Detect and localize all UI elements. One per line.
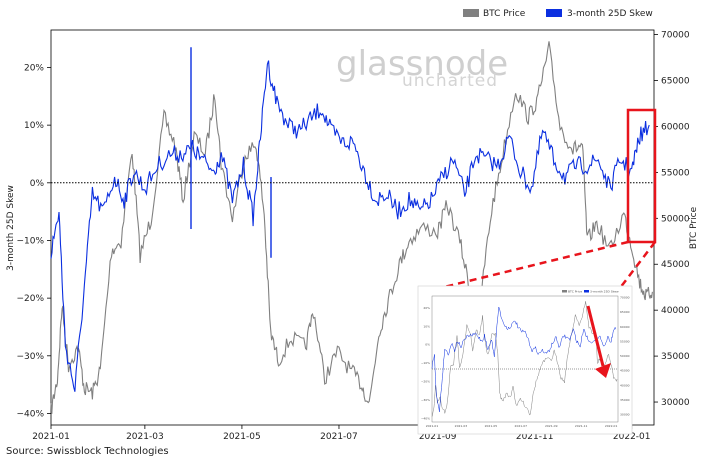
inset-legend-swatch-skew bbox=[584, 290, 589, 293]
inset-x-tick-label: 2021-11 bbox=[575, 424, 588, 428]
y2-tick-label: 50000 bbox=[661, 214, 690, 224]
inset-y2-tick-label: 30000 bbox=[620, 413, 630, 417]
inset-line-skew bbox=[431, 306, 617, 412]
legend: BTC Price 3-month 25D Skew bbox=[463, 9, 653, 19]
inset-x-tick-label: 2021-07 bbox=[515, 424, 528, 428]
inset-arrow-head bbox=[595, 363, 611, 378]
y-tick-label: −20% bbox=[16, 294, 44, 304]
inset-legend-label-skew: 3-month 25D Skew bbox=[590, 290, 619, 294]
inset-x-tick-label: 2021-09 bbox=[545, 424, 558, 428]
inset-y-tick-label: 20% bbox=[423, 306, 430, 310]
inset-x-tick-label: 2021-01 bbox=[426, 424, 439, 428]
y2-tick-label: 55000 bbox=[661, 168, 690, 178]
y-tick-label: −40% bbox=[16, 409, 44, 419]
inset-y2-tick-label: 40000 bbox=[620, 383, 630, 387]
source-note: Source: Swissblock Technologies bbox=[6, 446, 169, 457]
x-axis: 2021-01 2021-03 2021-05 2021-07 2021-09 2021-… bbox=[32, 425, 651, 442]
y2-tick-label: 30000 bbox=[661, 398, 690, 408]
inset-y-tick-label: −10% bbox=[421, 361, 430, 365]
inset-legend-label-btc: BTC Price bbox=[568, 290, 582, 294]
y-tick-label: 20% bbox=[24, 63, 44, 73]
y-tick-label: −30% bbox=[16, 352, 44, 362]
inset-y2-tick-label: 65000 bbox=[620, 310, 630, 314]
y-axis-left: 20% 10% 0% −10% −20% −30% −40% bbox=[16, 63, 51, 419]
x-tick-label: 2021-05 bbox=[223, 432, 261, 442]
inset-y2-tick-label: 50000 bbox=[620, 354, 630, 358]
y2-tick-label: 45000 bbox=[661, 260, 690, 270]
x-tick-label: 2021-03 bbox=[126, 432, 164, 442]
inset-line-btc-price bbox=[431, 301, 618, 417]
y2-tick-label: 35000 bbox=[661, 352, 690, 362]
x-tick-label: 2021-07 bbox=[320, 432, 358, 442]
inset-y-tick-label: −30% bbox=[421, 398, 430, 402]
y-tick-label: 10% bbox=[24, 121, 44, 131]
inset-y-tick-label: −40% bbox=[421, 416, 430, 420]
y2-tick-label: 40000 bbox=[661, 306, 690, 316]
inset-y-axis-right: 70000 65000 60000 55000 50000 45000 40000 35000… bbox=[620, 295, 630, 416]
y-axis-label-left: 3-month 25D Skew bbox=[6, 185, 16, 271]
y2-tick-label: 65000 bbox=[661, 77, 690, 87]
x-tick-label: 2021-09 bbox=[419, 432, 457, 442]
inset-y2-tick-label: 45000 bbox=[620, 369, 630, 373]
series-lines bbox=[50, 41, 653, 414]
legend-label-skew: 3-month 25D Skew bbox=[567, 9, 653, 19]
watermark-brand: glassnode bbox=[336, 44, 508, 84]
y-tick-label: −10% bbox=[16, 236, 44, 246]
x-tick-label: 2021-11 bbox=[516, 432, 554, 442]
series-line-btc-price bbox=[50, 41, 653, 414]
legend-label-btc: BTC Price bbox=[483, 9, 526, 19]
inset-connector-left bbox=[439, 240, 629, 290]
legend-swatch-skew bbox=[546, 9, 562, 17]
x-tick-label: 2021-01 bbox=[32, 432, 70, 442]
y-axis-label-right: BTC Price bbox=[689, 206, 699, 249]
highlight-box bbox=[626, 108, 657, 244]
y-axis-right: 70000 65000 60000 55000 50000 45000 40000 35000… bbox=[654, 31, 690, 408]
inset-y2-tick-label: 60000 bbox=[620, 325, 630, 329]
inset-x-tick-label: 2021-03 bbox=[455, 424, 468, 428]
series-line-skew bbox=[50, 60, 650, 392]
x-tick-label: 2022-01 bbox=[613, 432, 651, 442]
inset-x-axis: 2021-01 2021-03 2021-05 2021-07 2021-09 2021-… bbox=[426, 424, 618, 428]
inset-legend-swatch-btc bbox=[562, 290, 567, 293]
y2-tick-label: 70000 bbox=[661, 31, 690, 41]
inset-y2-tick-label: 70000 bbox=[620, 295, 630, 299]
y-tick-label: 0% bbox=[30, 179, 45, 189]
inset-chart: BTC Price 3-month 25D Skew 20% 10% 0% −10% −… bbox=[417, 285, 633, 435]
inset-series bbox=[431, 301, 618, 417]
inset-y-tick-label: −20% bbox=[421, 380, 430, 384]
inset-y2-tick-label: 55000 bbox=[620, 339, 630, 343]
inset-y2-tick-label: 35000 bbox=[620, 398, 630, 402]
watermark-tagline: uncharted bbox=[402, 71, 498, 91]
inset-y-tick-label: 10% bbox=[423, 324, 430, 328]
inset-y-tick-label: 0% bbox=[425, 343, 430, 347]
inset-x-tick-label: 2021-05 bbox=[485, 424, 498, 428]
y2-tick-label: 60000 bbox=[661, 122, 690, 132]
inset-connector-right bbox=[619, 241, 656, 289]
legend-swatch-btc bbox=[463, 9, 479, 17]
inset-y-axis-left: 20% 10% 0% −10% −20% −30% −40% bbox=[421, 306, 430, 420]
inset-plot-area bbox=[431, 295, 619, 423]
inset-x-tick-label: 2022-01 bbox=[605, 424, 618, 428]
inset-arrow-shaft bbox=[586, 305, 605, 367]
